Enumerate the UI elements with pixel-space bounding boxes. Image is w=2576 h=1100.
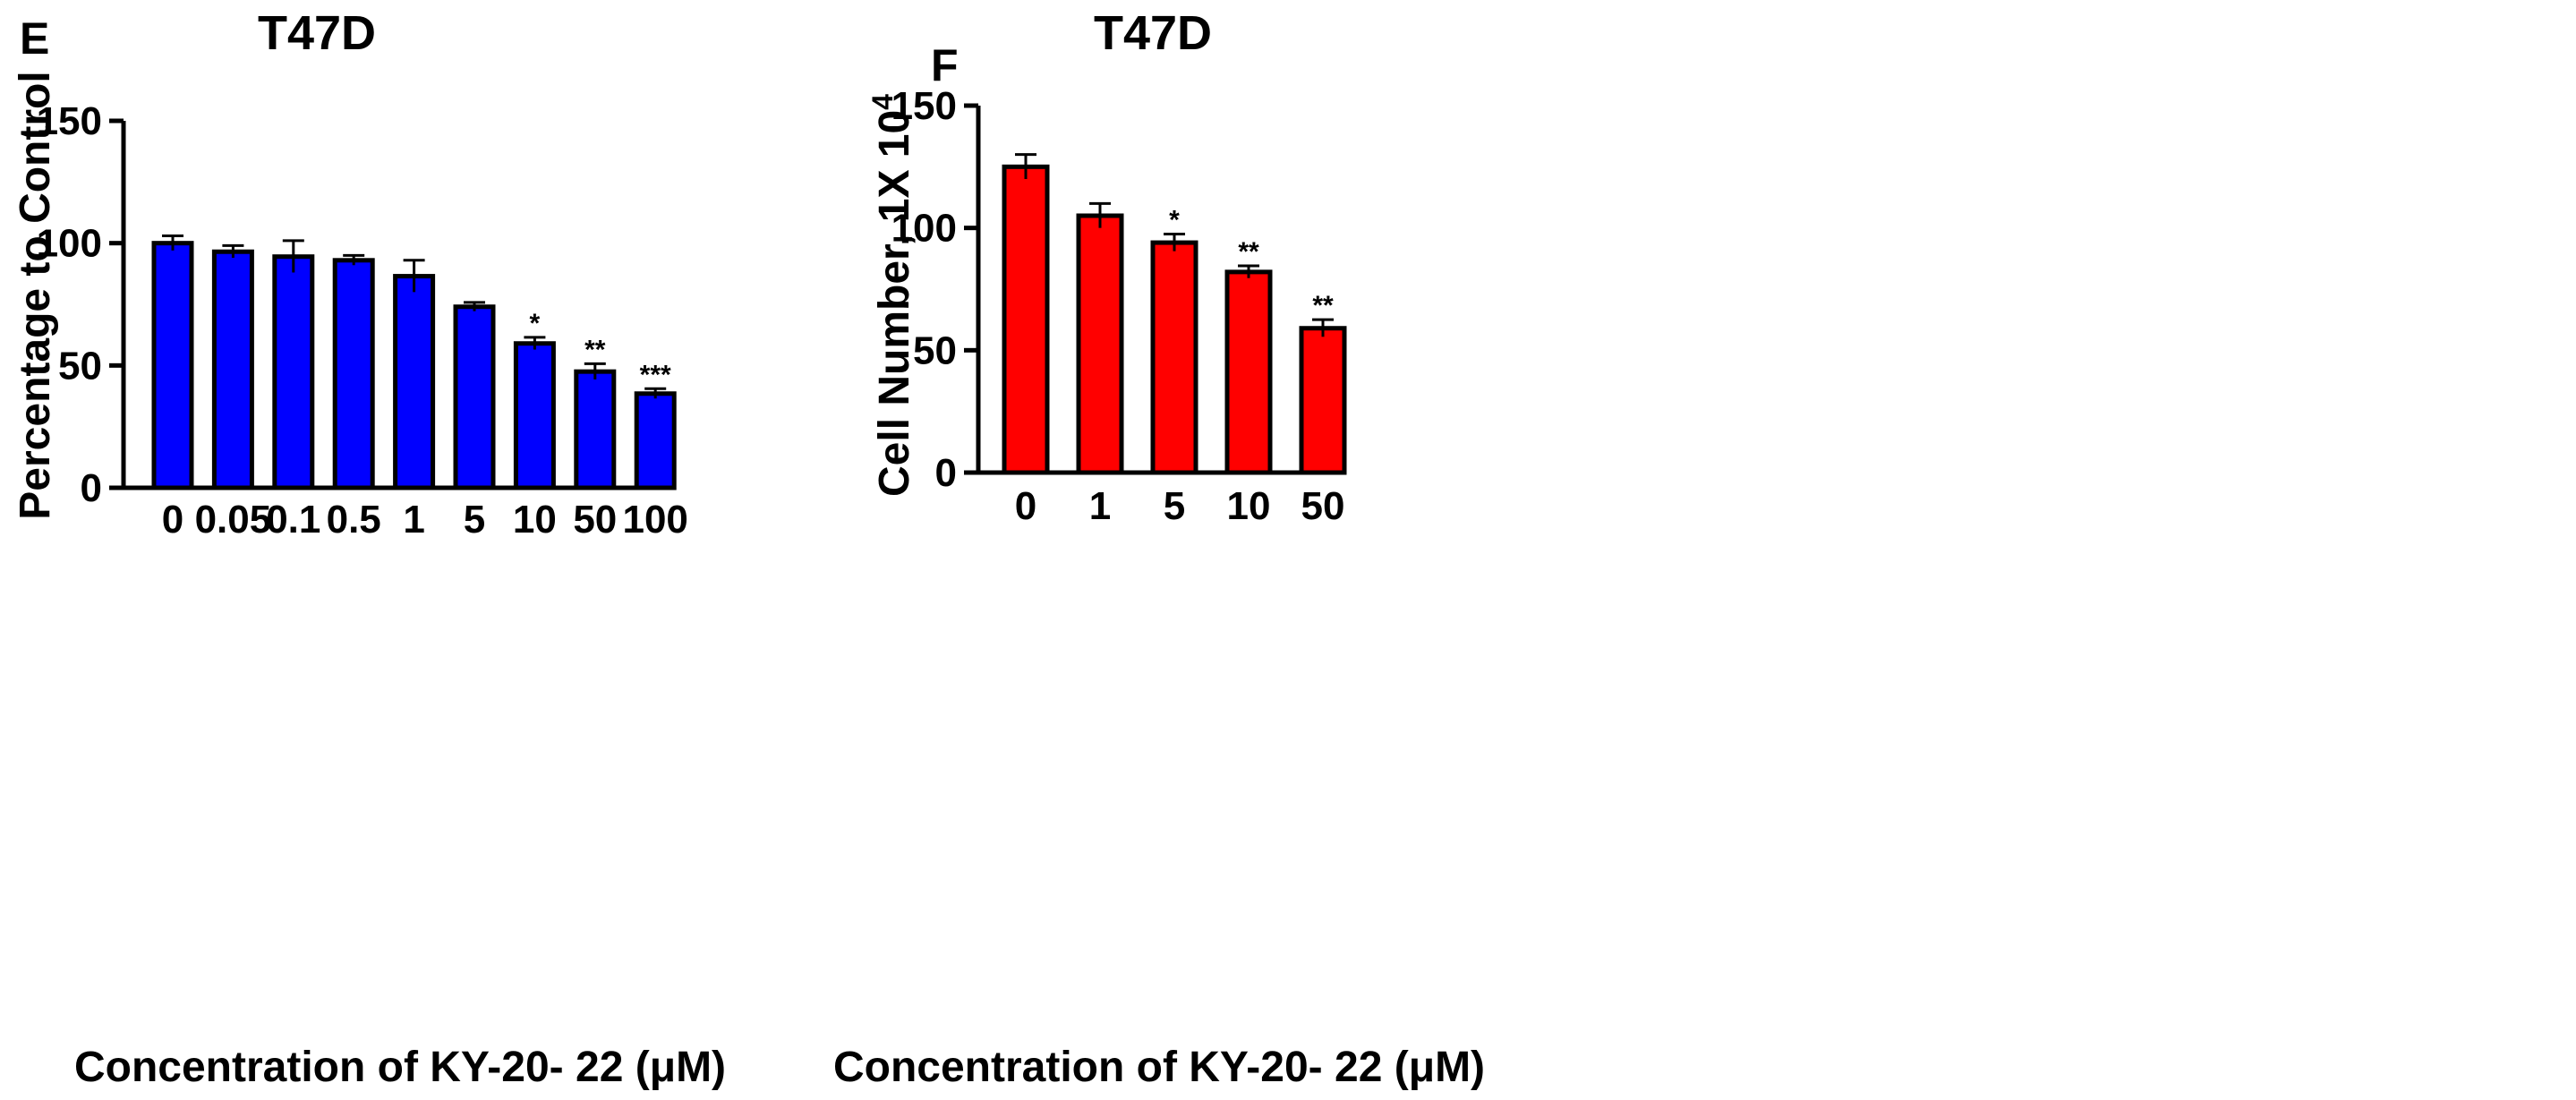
bar-e-3: [332, 258, 375, 490]
y-tick-label-f: 150: [891, 84, 957, 128]
y-tick-label-e: 50: [58, 344, 102, 388]
y-axis-label-e: Percentage to Control: [12, 71, 59, 519]
x-tick-label-f-2: 5: [1164, 484, 1185, 528]
y-tick-label-f: 50: [913, 328, 957, 372]
x-tick-label-f-4: 50: [1301, 484, 1345, 528]
y-axis-label-f-main: Cell Number, 1X 10: [871, 110, 918, 497]
bar-e-2: [272, 254, 315, 490]
bar-e-4: [393, 274, 436, 490]
significance-e-6: *: [530, 309, 541, 338]
bar-f-4: [1299, 326, 1347, 475]
significance-f-4: **: [1312, 291, 1334, 320]
x-tick-label-e-6: 10: [513, 498, 557, 541]
y-tick-label-f: 0: [935, 451, 957, 495]
bar-e-8: [634, 391, 677, 490]
x-tick-label-e-8: 100: [622, 498, 687, 541]
x-tick-label-e-5: 5: [464, 498, 485, 541]
significance-f-2: *: [1169, 206, 1180, 235]
bar-e-1: [211, 249, 254, 490]
bar-e-5: [453, 304, 496, 490]
x-tick-label-e-7: 50: [573, 498, 617, 541]
y-axis-label-f-superscript: 4: [866, 94, 899, 110]
significance-e-7: **: [584, 335, 606, 364]
chart-panel-e: E T47D Percentage to Control Concentrati…: [12, 6, 726, 1091]
chart-title-e: T47D: [258, 6, 376, 60]
chart-panel-f: F T47D Cell Number, 1X 104 Concentration…: [833, 6, 1485, 1091]
x-tick-label-e-2: 0.1: [266, 498, 320, 541]
y-axis-label-f: Cell Number, 1X 104: [866, 94, 918, 497]
bar-f-3: [1224, 269, 1273, 475]
significance-e-8: ***: [640, 360, 671, 389]
bar-e-7: [574, 369, 617, 490]
x-tick-label-f-0: 0: [1015, 484, 1036, 528]
x-tick-label-f-3: 10: [1227, 484, 1271, 528]
bar-e-0: [151, 241, 194, 490]
panel-letter-f: F: [931, 40, 959, 90]
bar-f-0: [1002, 164, 1050, 475]
x-tick-label-e-1: 0.05: [195, 498, 272, 541]
y-tick-label-e: 150: [37, 99, 102, 143]
significance-f-3: **: [1238, 237, 1259, 267]
x-tick-label-f-1: 1: [1089, 484, 1111, 528]
x-axis-label-f: Concentration of KY-20- 22 (μM): [833, 1044, 1485, 1091]
y-tick-label-f: 100: [891, 207, 957, 251]
x-tick-label-e-3: 0.5: [327, 498, 381, 541]
bar-f-1: [1076, 213, 1124, 475]
bar-f-2: [1150, 240, 1198, 475]
x-tick-label-e-4: 1: [403, 498, 424, 541]
panel-letter-e: E: [20, 13, 49, 64]
chart-title-f: T47D: [1094, 6, 1212, 60]
y-tick-label-e: 0: [81, 466, 102, 510]
y-tick-label-e: 100: [37, 222, 102, 266]
bar-e-6: [513, 341, 556, 490]
x-axis-label-e: Concentration of KY-20- 22 (μM): [74, 1044, 726, 1091]
x-tick-label-e-0: 0: [162, 498, 183, 541]
